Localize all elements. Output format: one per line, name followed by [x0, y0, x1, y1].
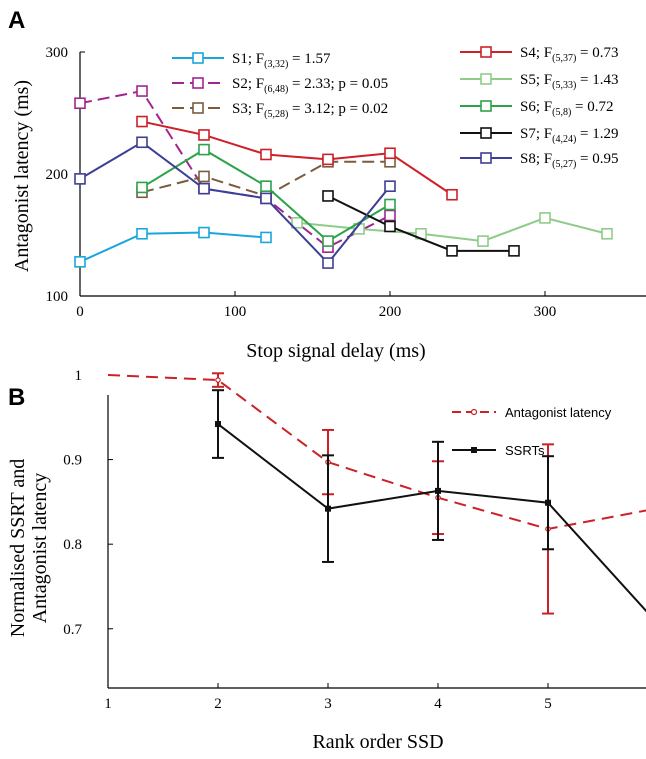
panel-a-point-s1	[136, 227, 148, 240]
panel-a-series-line-s2	[79, 89, 391, 249]
legend-marker-s2	[192, 77, 204, 89]
panel-b-point-ssrts	[435, 487, 441, 494]
panel-a-point-s8	[198, 182, 210, 195]
panel-a-point-s5	[477, 235, 489, 247]
panel-a-point-s7	[384, 220, 396, 233]
panel-b-x-tick-label: 2	[214, 696, 222, 712]
panel-a-point-s1	[260, 231, 272, 244]
panel-b-y-label-line2: Antagonist latency	[29, 473, 51, 624]
panel-a-series-line-s8	[79, 141, 391, 265]
panel-a-legend: S1; F(3,32) = 1.57 S2; F(6,48) = 2.33; p …	[172, 45, 619, 170]
panel-b-point-ssrts	[215, 421, 221, 428]
panel-a-x-tick-label: 0	[76, 304, 84, 320]
panel-a-x-tick-label: 100	[224, 304, 247, 320]
panel-b-x-tick-label: 4	[434, 696, 442, 712]
panel-a-ticks: 0 100 200 300 100 200 300	[46, 45, 557, 320]
legend-label-antagonist-latency: Antagonist latency	[505, 405, 612, 420]
panel-b-x-tick-label: 5	[544, 696, 552, 712]
legend-marker-s4	[480, 46, 492, 58]
panel-a-x-tick-label: 200	[379, 304, 402, 320]
panel-a-point-s8	[136, 136, 148, 149]
legend-label-s3: S3; F(5,28) = 3.12; p = 0.02	[232, 101, 388, 120]
legend-label-s8: S8; F(5,27) = 0.95	[520, 151, 619, 170]
panel-b-ticks: 1 2 3 4 5 0.7 0.8 0.9 1	[63, 368, 552, 712]
panel-a-series-line-s7	[327, 195, 514, 252]
panel-a-series-line-s4	[141, 120, 453, 196]
panel-a-point-s1	[74, 256, 86, 268]
panel-a-point-s5	[539, 212, 551, 224]
panel-a-point-s8	[74, 173, 86, 185]
legend-marker-s3	[192, 102, 204, 114]
panel-a-point-s7	[446, 245, 458, 257]
legend-label-s5: S5; F(5,33) = 1.43	[520, 72, 619, 91]
panel-a-point-s2	[74, 97, 86, 110]
panel-a-series-line-s1	[79, 231, 267, 263]
panel-a-point-s4	[384, 147, 396, 160]
panel-a-series-line-s5	[296, 216, 608, 243]
panel-a-point-s6	[136, 181, 148, 194]
legend-label-s7: S7; F(4,24) = 1.29	[520, 126, 619, 145]
panel-a-point-s8	[384, 180, 396, 192]
panel-b-series-line-ssrts	[217, 423, 646, 613]
panel-b-series-line-antagonist-latency	[107, 373, 646, 530]
panel-b-point-ssrts	[545, 499, 551, 506]
panel-a-point-s4	[136, 115, 148, 128]
panel-a-point-s6	[260, 180, 272, 192]
panel-a-y-tick-label: 100	[46, 289, 69, 305]
panel-b-y-tick-label: 0.9	[63, 453, 82, 469]
panel-a-point-s2	[136, 85, 148, 97]
legend-label-s4: S4; F(5,37) = 0.73	[520, 45, 619, 64]
panel-b-x-tick-label: 3	[324, 696, 332, 712]
panel-a-point-s5	[601, 227, 613, 240]
panel-a: 0 100 200 300 100 200 300 S1; F(3,32) = 1.57 S2…	[11, 45, 646, 362]
panel-b-y-label-line1: Normalised SSRT and	[7, 459, 29, 637]
panel-a-y-tick-label: 200	[46, 167, 69, 183]
panel-b-point-antagonist-latency	[215, 377, 221, 383]
panel-a-point-s7	[508, 245, 520, 257]
legend-marker-s8	[480, 152, 492, 164]
panel-a-point-s3	[198, 170, 210, 183]
panel-b: 1 2 3 4 50.70.80.91 Antagonist latencySSRTs …	[7, 368, 646, 753]
panel-a-point-s5	[291, 217, 303, 229]
panel-a-point-s4	[198, 129, 210, 141]
panel-a-point-s8	[322, 257, 334, 269]
panel-a-y-label: Antagonist latency (ms)	[11, 80, 33, 272]
panel-a-point-s4	[322, 153, 334, 166]
legend-label-ssrts: SSRTs	[505, 443, 545, 458]
panel-b-legend: Antagonist latency SSRTs	[452, 405, 612, 458]
panel-a-point-s6	[322, 235, 334, 247]
panel-a-point-s4	[260, 148, 272, 161]
panel-a-point-s6	[198, 143, 210, 156]
legend-marker-s1	[192, 52, 204, 64]
panel-a-series	[74, 85, 613, 269]
panel-a-point-s4	[446, 188, 458, 201]
panel-b-x-tick-label: 1	[104, 696, 112, 712]
panel-a-letter: A	[8, 7, 25, 34]
legend-marker-s6	[480, 100, 492, 112]
panel-b-point-ssrts	[325, 505, 331, 512]
legend-label-s1: S1; F(3,32) = 1.57	[232, 51, 331, 70]
panel-b-y-tick-label: 1	[75, 368, 83, 384]
legend-marker-antagonist-latency	[470, 408, 478, 416]
panel-a-y-tick-label: 300	[46, 45, 69, 61]
panel-a-x-tick-label: 300	[534, 304, 557, 320]
panel-b-y-tick-label: 0.7	[63, 622, 82, 638]
panel-a-point-s7	[322, 190, 334, 202]
panel-a-x-label: Stop signal delay (ms)	[246, 340, 425, 362]
panel-b-x-label: Rank order SSD	[312, 731, 443, 753]
panel-a-point-s6	[384, 198, 396, 211]
legend-label-s6: S6; F(5,8) = 0.72	[520, 99, 614, 118]
panel-b-letter: B	[8, 384, 25, 411]
legend-marker-s7	[480, 127, 492, 139]
legend-marker-ssrts	[471, 447, 477, 453]
panel-b-y-tick-label: 0.8	[63, 537, 82, 553]
panel-a-point-s1	[198, 226, 210, 239]
legend-label-s2: S2; F(6,48) = 2.33; p = 0.05	[232, 76, 388, 95]
panel-b-series	[107, 372, 646, 615]
panel-a-point-s2	[384, 209, 396, 222]
panel-a-point-s8	[260, 192, 272, 205]
legend-marker-s5	[480, 73, 492, 85]
